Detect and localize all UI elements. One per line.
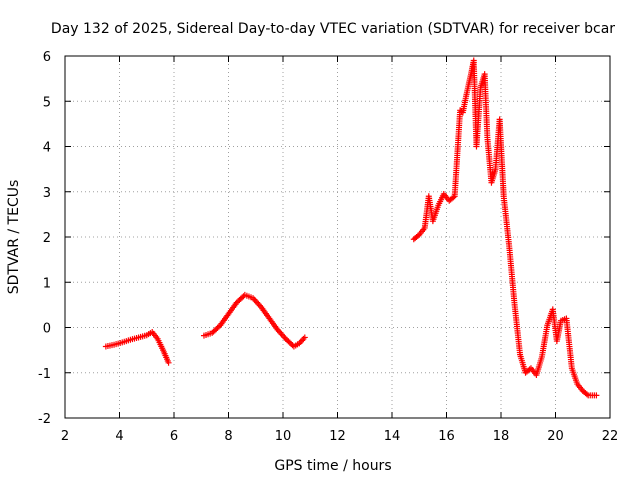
data-marker	[414, 232, 421, 239]
x-tick-label: 6	[170, 429, 178, 444]
y-tick-label: 3	[43, 186, 51, 201]
y-tick-label: 6	[43, 50, 51, 65]
y-tick-label: 0	[43, 322, 51, 337]
grid	[65, 56, 610, 418]
x-tick-label: 8	[224, 429, 232, 444]
y-axis-label: SDTVAR / TECUs	[6, 180, 22, 295]
x-axis-label: GPS time / hours	[274, 458, 391, 474]
data-marker	[593, 392, 600, 399]
x-tick-label: 16	[438, 429, 455, 444]
y-tick-label: -2	[38, 412, 51, 427]
x-tick-label: 14	[384, 429, 401, 444]
x-tick-label: 4	[115, 429, 123, 444]
axis-ticks	[64, 55, 611, 419]
x-tick-label: 20	[547, 429, 564, 444]
y-tick-labels: -2 -1 0 1 2 3 4 5 6	[38, 50, 51, 427]
data-marker	[165, 359, 172, 366]
y-tick-label: 4	[43, 141, 51, 156]
series-segment-2	[200, 291, 308, 350]
data-points	[102, 57, 600, 399]
x-tick-label: 2	[61, 429, 69, 444]
x-tick-label: 22	[602, 429, 619, 444]
y-tick-label: 1	[43, 276, 51, 291]
x-tick-label: 12	[329, 429, 346, 444]
x-tick-label: 10	[275, 429, 292, 444]
x-tick-label: 18	[493, 429, 510, 444]
x-tick-labels: 2 4 6 8 10 12 14 16 18 20 22	[61, 429, 618, 444]
y-tick-label: -1	[38, 367, 51, 382]
data-marker	[583, 391, 590, 398]
y-tick-label: 5	[43, 95, 51, 110]
series-segment-1	[102, 329, 172, 366]
chart-title: Day 132 of 2025, Sidereal Day-to-day VTE…	[51, 21, 615, 37]
data-marker	[301, 334, 308, 341]
data-marker	[450, 194, 457, 201]
y-tick-label: 2	[43, 231, 51, 246]
series-segment-3	[410, 57, 600, 399]
